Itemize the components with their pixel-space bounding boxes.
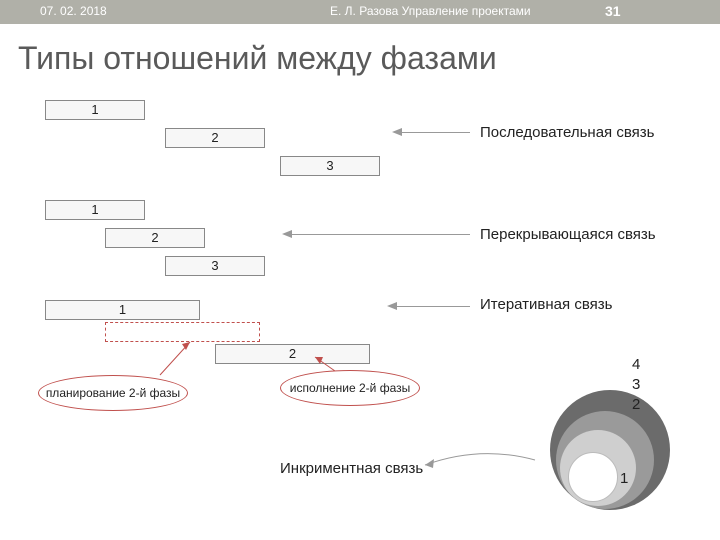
callout-exec-phase-2: исполнение 2-й фазы [280,370,420,406]
ovl-phase-3: 3 [165,256,265,276]
ovl-phase-1: 1 [45,200,145,220]
connector-plan [150,340,200,380]
seq-phase-3: 3 [280,156,380,176]
arrow-inc [420,440,540,480]
ovl-phase-2: 2 [105,228,205,248]
inc-num-3: 3 [632,376,640,393]
arrow-iter [395,306,470,307]
arrow-seq [400,132,470,133]
inc-circle-1 [568,452,618,502]
label-iterative: Итеративная связь [480,296,612,313]
inc-num-1: 1 [620,470,628,487]
header-author: Е. Л. Разова Управление проектами [330,4,531,18]
iter-phase-1: 1 [45,300,200,320]
slide-header: 07. 02. 2018 Е. Л. Разова Управление про… [0,0,720,24]
seq-phase-1: 1 [45,100,145,120]
connector-exec [310,355,350,375]
arrow-ovl [290,234,470,235]
seq-phase-2: 2 [165,128,265,148]
arrow-ovl-head [282,230,292,238]
callout-plan-phase-2: планирование 2-й фазы [38,375,188,411]
header-page: 31 [605,3,621,19]
iter-dashed-box [105,322,260,342]
inc-num-4: 4 [632,356,640,373]
slide-title: Типы отношений между фазами [18,40,497,77]
inc-num-2: 2 [632,396,640,413]
label-incremental: Инкриментная связь [280,460,423,477]
arrow-seq-head [392,128,402,136]
arrow-iter-head [387,302,397,310]
label-sequential: Последовательная связь [480,124,654,141]
label-overlap: Перекрывающаяся связь [480,226,656,243]
header-date: 07. 02. 2018 [40,4,107,18]
